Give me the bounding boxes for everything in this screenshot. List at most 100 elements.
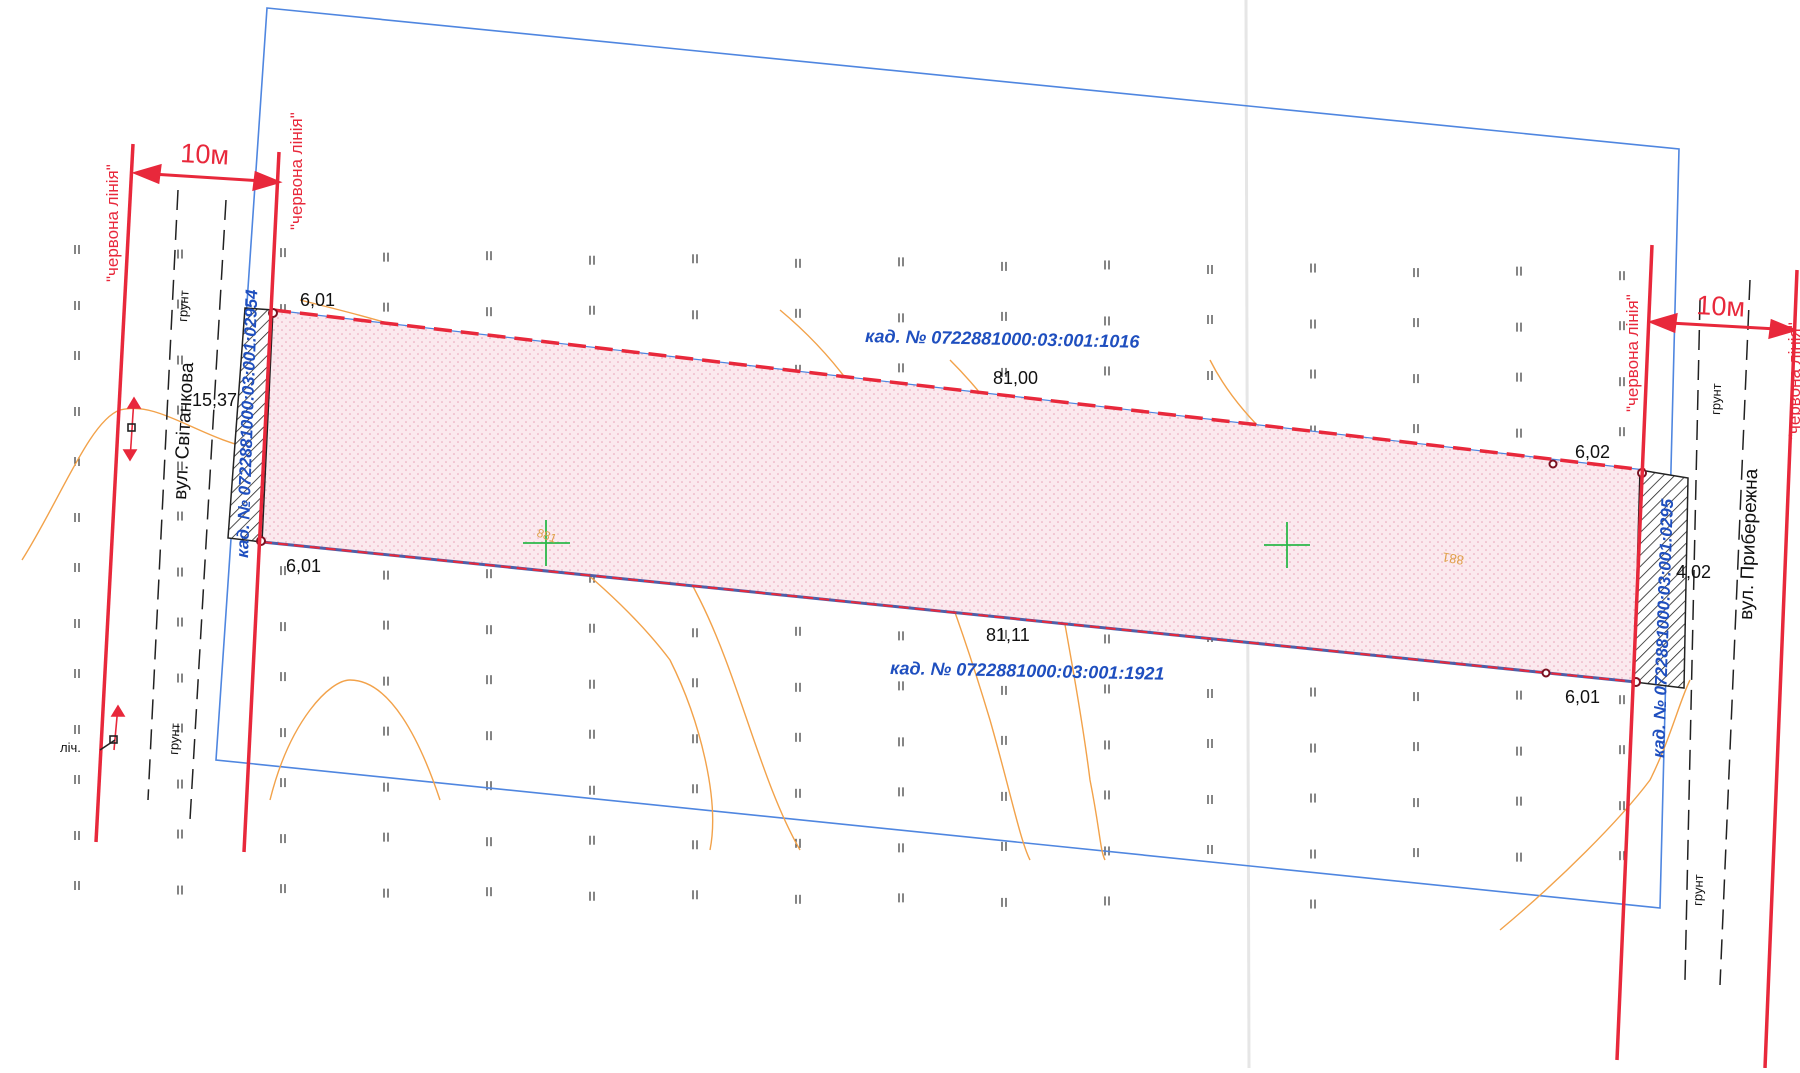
grass-mark [589,729,595,739]
grass-mark [898,893,904,903]
grass-mark [177,461,183,471]
grass-mark [383,252,389,262]
grass-mark [383,888,389,898]
grass-mark [1413,424,1419,434]
grass-mark [1413,268,1419,278]
grass-mark [1310,319,1316,329]
grass-mark [280,622,286,632]
grass-mark [74,725,80,734]
grass-mark [1413,742,1419,752]
grass-mark [898,843,904,853]
grass-mark [589,255,595,265]
width-arrow-east [1647,312,1799,340]
grass-mark [280,248,286,258]
grass-mark [898,681,904,691]
red-line-labels: "червона лінія" "червона лінія" "червона… [103,112,1800,440]
grass-mark [1516,796,1522,806]
grass-mark [898,363,904,373]
grass-mark [1619,321,1625,331]
grass-mark [1619,271,1625,281]
grass-mark [177,617,183,627]
grass-mark [1207,738,1213,748]
grass-mark [177,673,183,683]
grass-mark [898,257,904,267]
grass-mark [589,835,595,845]
grass-mark [280,566,286,576]
grass-mark [795,682,801,692]
ground-label-4: грунт [1690,874,1706,906]
ground-label-2: грунт [166,723,183,755]
grass-mark [795,788,801,798]
grass-mark [1104,740,1110,750]
grass-mark [1001,841,1007,851]
red-line-label-2: "червона лінія" [287,112,306,230]
grass-mark [1104,634,1110,644]
grass-mark [1207,264,1213,274]
grass-mark [898,737,904,747]
grass-mark [1207,370,1213,380]
grass-mark [486,625,492,635]
grass-mark [692,310,698,320]
parcel-south-dash [261,541,1637,683]
grass-mark [1207,688,1213,698]
grass-mark [74,619,80,628]
grass-mark [692,890,698,900]
grass-mark [1619,851,1625,861]
grass-mark [177,511,183,521]
grass-mark [486,307,492,317]
cadastre-north: кад. № 0722881000:03:001:1016 [865,326,1141,352]
grass-mark [692,628,698,638]
grass-mark [1413,692,1419,702]
red-line-east-outer [1763,269,1799,1069]
grass-mark [177,779,183,789]
grass-mark [1413,374,1419,384]
grass-mark [177,885,183,895]
red-line-east-inner [1615,244,1654,1061]
grass-mark [589,785,595,795]
grass-mark [1619,427,1625,437]
red-line-label-1: "червона лінія" [103,164,122,282]
dim-east: 4,02 [1676,562,1711,582]
contour-label-a: 881 [535,526,559,546]
grass-mark [74,881,80,890]
dim-west: 15,37 [192,390,237,410]
grass-mark [74,351,80,360]
grass-mark [1310,899,1316,909]
grass-mark [589,679,595,689]
land-parcel [262,310,1645,682]
grass-mark [1310,849,1316,859]
grass-mark [1413,318,1419,328]
grass-mark [692,678,698,688]
grass-mark [1104,896,1110,906]
grass-mark [177,829,183,839]
grass-mark [280,834,286,844]
grass-mark [383,620,389,630]
grass-mark [1516,690,1522,700]
grass-mark [1207,314,1213,324]
grass-mark [383,782,389,792]
red-line-west-outer [94,143,135,843]
grass-mark [1001,897,1007,907]
contour-label-b: 881 [1441,549,1465,568]
grass-mark [1001,685,1007,695]
grass-mark [74,513,80,522]
grass-mark [177,723,183,733]
dim-south: 81,11 [986,625,1030,645]
grass-mark [1516,266,1522,276]
width-arrow-west [131,163,283,192]
grass-mark [589,305,595,315]
grass-mark [1619,377,1625,387]
ground-label-1: грунт [175,290,192,322]
grass-mark [1413,848,1419,858]
grass-mark [280,778,286,788]
grass-mark [898,631,904,641]
grass-mark [383,832,389,842]
grass-mark [177,405,183,415]
grass-mark [1104,316,1110,326]
grass-mark [486,837,492,847]
grass-mark [1207,794,1213,804]
grass-mark [1516,322,1522,332]
reference-crosses [523,520,1310,568]
street-west-edge-2 [189,199,227,821]
